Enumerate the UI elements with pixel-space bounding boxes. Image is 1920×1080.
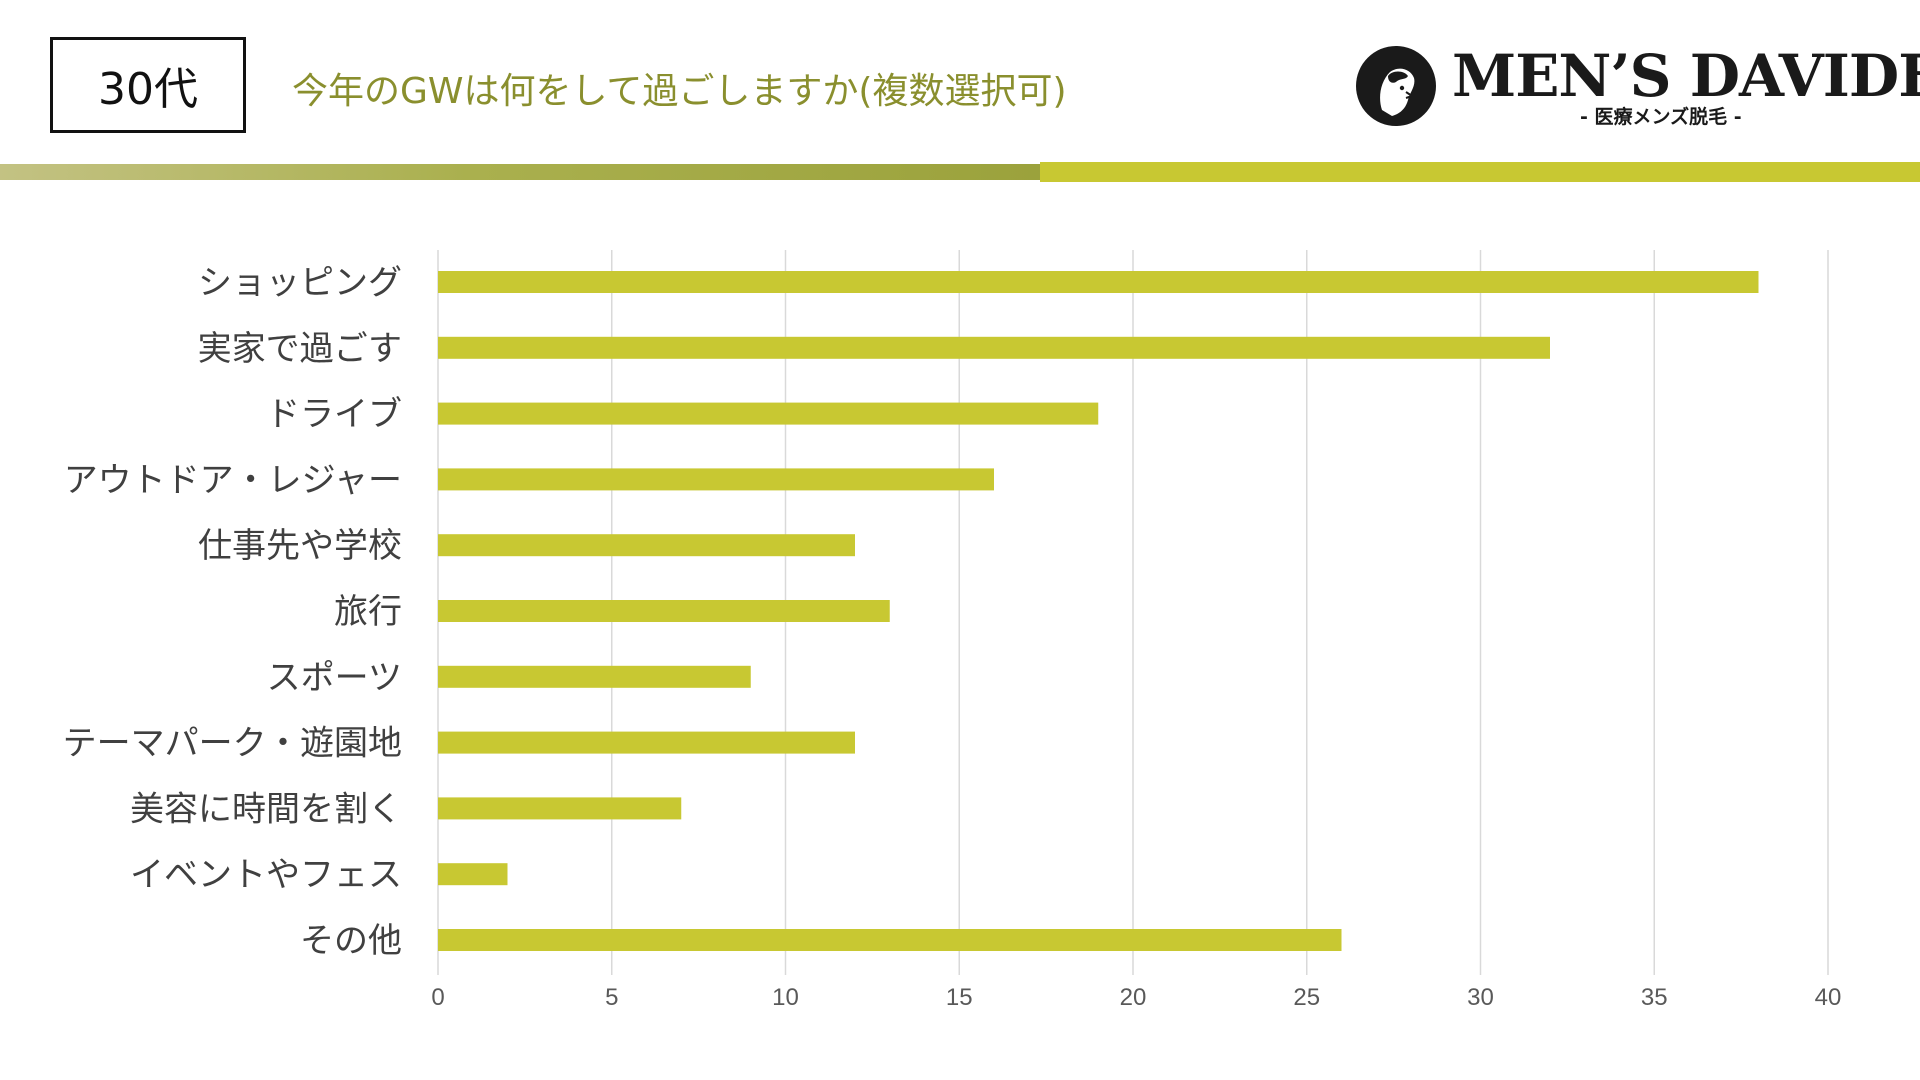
brand-name: MEN’S DAVIDE (1452, 42, 1920, 110)
category-label: 旅行 (334, 592, 402, 632)
x-tick-label: 35 (1641, 984, 1668, 1011)
category-label: ドライブ (266, 395, 402, 435)
category-label: その他 (300, 921, 402, 961)
bar (438, 929, 1342, 951)
bar (438, 534, 855, 557)
category-label: アウトドア・レジャー (64, 460, 402, 500)
x-tick-label: 10 (772, 984, 799, 1011)
header-divider-right (1040, 162, 1920, 182)
category-label: ショッピング (198, 263, 402, 303)
bar (438, 731, 855, 754)
category-label: スポーツ (267, 658, 402, 698)
bar (438, 600, 890, 622)
x-tick-label: 20 (1120, 984, 1147, 1011)
x-tick-label: 30 (1467, 984, 1494, 1011)
bar (438, 468, 994, 491)
bar (438, 402, 1099, 425)
category-label: 美容に時間を割く (130, 789, 402, 829)
x-tick-label: 25 (1293, 984, 1320, 1011)
x-tick-label: 40 (1815, 984, 1842, 1011)
bar (438, 271, 1759, 293)
statue-bust-icon (1356, 46, 1436, 126)
survey-question: 今年のGWは何をして過ごしますか(複数選択可) (292, 71, 1067, 112)
x-tick-label: 0 (431, 984, 444, 1011)
bar (438, 336, 1550, 359)
x-tick-label: 5 (605, 984, 618, 1011)
bar (438, 863, 508, 886)
category-label: テーマパーク・遊園地 (63, 724, 402, 764)
bar (438, 665, 751, 688)
brand-logo: MEN’S DAVIDE - 医療メンズ脱毛 - (1352, 40, 1920, 130)
category-label: イベントやフェス (130, 855, 402, 895)
x-tick-label: 15 (946, 984, 973, 1011)
category-label: 実家で過ごす (198, 329, 402, 369)
header-divider-left (0, 164, 1040, 180)
bar (438, 797, 682, 820)
age-group-label: 30代 (98, 64, 198, 115)
bar-chart: 0 5 10 15 20 25 30 35 40 ショッピング実家で過ごすドライブアウトドア・レジ… (63, 250, 1842, 1011)
brand-tagline: - 医療メンズ脱毛 - (1580, 106, 1742, 128)
category-label: 仕事先や学校 (198, 526, 402, 566)
age-group-badge: 30代 (50, 37, 246, 133)
